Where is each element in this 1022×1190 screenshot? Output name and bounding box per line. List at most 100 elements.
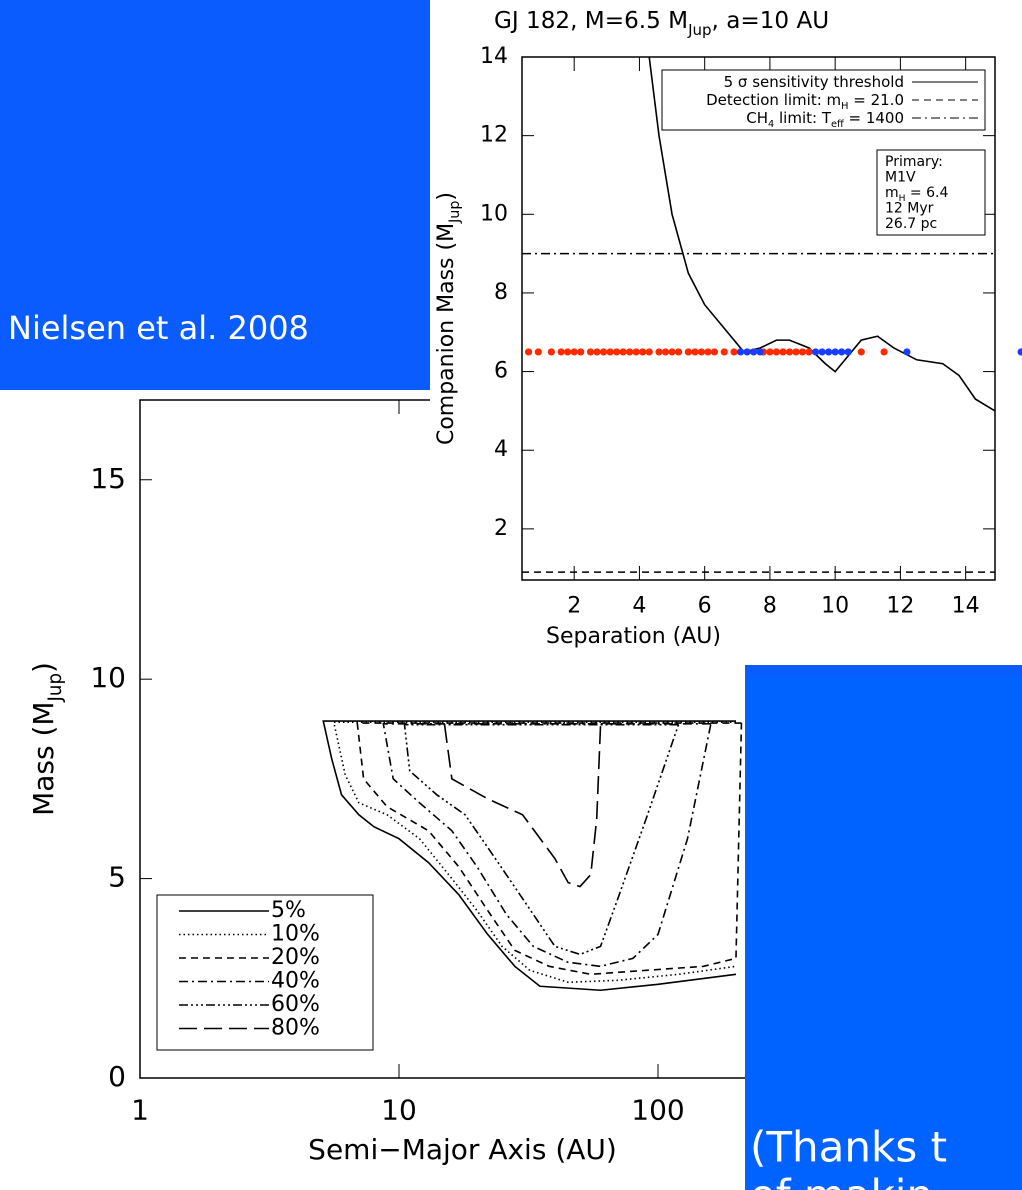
point: [632, 348, 640, 356]
point: [524, 348, 533, 356]
text-part: limit: T: [774, 109, 832, 127]
data-line: [382, 723, 712, 968]
annotation-line: 12 Myr: [885, 201, 934, 217]
point: [720, 348, 728, 356]
point: [570, 348, 578, 356]
y-tick-label: 5: [108, 861, 126, 894]
legend-label: 5 σ sensitivity threshold: [724, 73, 904, 91]
data-line: [322, 720, 737, 992]
point: [655, 348, 663, 356]
point: [661, 348, 670, 356]
text-part: Companion Mass (M: [434, 223, 459, 445]
y-tick-label: 8: [494, 280, 508, 305]
subscript: Jup: [447, 201, 463, 224]
point: [593, 348, 601, 356]
x-axis-label: Semi−Major Axis (AU): [308, 1133, 617, 1166]
citation: Nielsen et al. 2008: [8, 309, 309, 347]
point: [639, 348, 647, 356]
point: [606, 348, 614, 356]
y-tick-label: 14: [480, 44, 508, 69]
x-tick-label: 8: [763, 593, 777, 618]
point: [704, 348, 712, 356]
point: [903, 348, 911, 356]
text-panel: [745, 675, 1022, 1190]
annotation-line: M1V: [885, 170, 916, 186]
text-part: ): [434, 192, 459, 201]
text-part: 5 σ sensitivity threshold: [724, 73, 904, 91]
y-tick-label: 4: [494, 437, 508, 462]
x-tick-label: 10: [821, 593, 849, 618]
point: [750, 348, 758, 356]
point: [811, 348, 820, 356]
x-tick-label: 1: [131, 1094, 149, 1127]
legend-label: CH4 limit: Teff = 1400: [746, 109, 904, 130]
text-part: GJ 182, M=6.5 M: [494, 8, 688, 34]
subscript: Jup: [44, 673, 65, 702]
point: [619, 348, 627, 356]
text-part: Mass (M: [27, 701, 60, 815]
y-tick-label: 10: [480, 201, 508, 226]
point: [838, 348, 846, 356]
point: [857, 348, 865, 356]
legend-box: [661, 69, 986, 131]
point: [557, 348, 565, 356]
y-tick-label: 2: [494, 516, 508, 541]
point: [613, 348, 621, 356]
point: [547, 348, 555, 356]
plot-frame: [521, 56, 996, 581]
x-tick-label: 14: [952, 593, 980, 618]
point: [586, 348, 595, 356]
text-part: m: [885, 185, 899, 201]
point: [798, 348, 807, 356]
point: [844, 348, 852, 356]
legend-label: 80%: [271, 1016, 320, 1041]
text-part: ): [27, 662, 60, 673]
y-axis-label: Mass (MJup): [27, 662, 66, 816]
point: [779, 348, 787, 356]
point: [697, 348, 706, 356]
point: [626, 348, 634, 356]
x-tick-label: 4: [632, 593, 646, 618]
x-tick-label: 100: [631, 1094, 684, 1127]
annotation-box: [876, 149, 986, 236]
x-axis-label: Separation (AU): [546, 624, 721, 649]
point: [564, 348, 572, 356]
legend-label: Detection limit: mH = 21.0: [706, 91, 904, 112]
point: [1017, 348, 1022, 356]
text-part: 12 Myr: [885, 201, 934, 217]
y-axis-label: Companion Mass (MJup): [434, 192, 463, 445]
legend-label: 10%: [271, 922, 320, 947]
subscript: Jup: [687, 21, 711, 39]
x-tick-label: 12: [886, 593, 914, 618]
x-tick-label: 2: [567, 593, 581, 618]
point: [831, 348, 839, 356]
data-line: [648, 56, 996, 412]
text-part: 26.7 pc: [885, 216, 937, 232]
text-part: CH: [746, 109, 768, 127]
legend-label: 5%: [271, 898, 306, 923]
point: [668, 348, 676, 356]
point: [756, 348, 764, 356]
subscript: eff: [831, 119, 844, 130]
data-line: [403, 723, 680, 956]
text-part: = 1400: [844, 109, 904, 127]
text-part: Primary:: [885, 154, 943, 170]
subscript: H: [841, 101, 848, 112]
point: [674, 348, 683, 356]
point: [743, 348, 751, 356]
text-part: Detection limit: m: [706, 91, 841, 109]
point: [792, 348, 800, 356]
text-part: = 21.0: [848, 91, 904, 109]
y-tick-label: 6: [494, 359, 508, 384]
point: [825, 348, 833, 356]
point: [599, 348, 608, 356]
data-line: [443, 724, 602, 888]
annotation-line: 26.7 pc: [885, 216, 937, 232]
data-line: [356, 722, 743, 976]
y-tick-label: 15: [90, 462, 126, 495]
legend-label: 40%: [271, 969, 320, 994]
text-part: M1V: [885, 170, 916, 186]
annotation-line: mH = 6.4: [885, 185, 948, 204]
